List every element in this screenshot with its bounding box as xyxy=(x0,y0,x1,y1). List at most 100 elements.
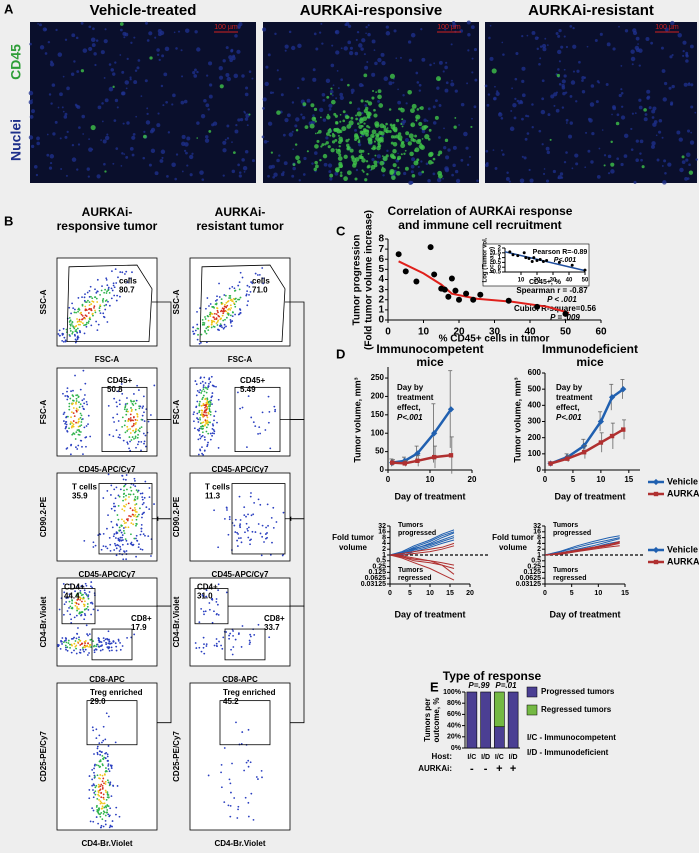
nucleus xyxy=(235,124,238,127)
event-dot xyxy=(79,591,82,594)
event-dot xyxy=(274,410,276,413)
nucleus xyxy=(543,168,546,170)
event-dot xyxy=(212,424,215,427)
event-dot xyxy=(263,541,265,543)
nucleus xyxy=(467,33,471,37)
nucleus xyxy=(104,98,109,103)
event-dot xyxy=(121,543,124,546)
event-dot xyxy=(236,545,239,547)
cd45-signal xyxy=(361,149,365,153)
nucleus xyxy=(695,158,698,161)
event-dot xyxy=(116,413,119,416)
event-dot xyxy=(124,505,126,508)
event-dot xyxy=(228,516,231,518)
event-dot xyxy=(108,646,111,649)
nucleus xyxy=(160,149,166,154)
event-dot xyxy=(251,282,254,285)
cd45-signal xyxy=(104,170,107,173)
event-dot xyxy=(143,442,145,445)
event-dot xyxy=(148,496,151,498)
nucleus xyxy=(343,46,348,51)
event-dot xyxy=(197,438,200,441)
event-dot xyxy=(106,755,109,758)
event-dot xyxy=(149,414,152,416)
nucleus xyxy=(688,163,691,167)
event-dot xyxy=(214,410,217,413)
event-dot xyxy=(119,548,122,551)
event-dot xyxy=(102,545,105,548)
event-dot xyxy=(230,648,232,651)
event-dot xyxy=(104,783,107,785)
event-dot xyxy=(136,415,139,418)
event-dot xyxy=(84,305,87,308)
cd45-signal xyxy=(610,140,613,144)
nucleus xyxy=(541,79,545,83)
event-dot xyxy=(230,307,233,309)
event-dot xyxy=(219,323,222,326)
event-dot xyxy=(122,527,125,529)
event-dot xyxy=(75,637,78,640)
event-dot xyxy=(249,290,252,293)
event-dot xyxy=(122,529,125,532)
event-dot xyxy=(86,605,89,608)
event-dot xyxy=(68,593,71,596)
nucleus xyxy=(682,49,685,53)
nucleus xyxy=(618,93,622,98)
cd45-signal xyxy=(435,76,441,82)
cd45-signal xyxy=(320,145,323,148)
event-dot xyxy=(231,653,234,656)
event-dot xyxy=(85,445,87,448)
event-dot xyxy=(238,288,241,291)
event-dot xyxy=(257,433,259,435)
cd45-signal xyxy=(549,138,552,141)
nucleus xyxy=(335,97,338,100)
cd45-signal xyxy=(428,128,432,132)
event-dot xyxy=(129,449,132,452)
event-dot xyxy=(72,412,75,415)
mouse-line xyxy=(389,554,455,581)
nucleus xyxy=(130,41,133,44)
event-dot xyxy=(235,300,238,303)
event-dot xyxy=(134,418,137,421)
cd45-signal xyxy=(426,125,429,128)
cd45-signal xyxy=(366,129,369,133)
nucleus xyxy=(126,121,130,125)
chart-text: regressed xyxy=(398,575,431,582)
nucleus xyxy=(63,115,68,119)
nucleus xyxy=(358,143,362,147)
nucleus xyxy=(540,109,546,115)
chart-text: effect, xyxy=(397,403,421,412)
legend-label: Vehicle xyxy=(667,476,698,486)
nucleus xyxy=(663,159,667,163)
nucleus xyxy=(652,122,657,127)
nucleus xyxy=(251,159,255,163)
event-dot xyxy=(96,329,99,332)
event-dot xyxy=(206,416,209,419)
event-dot xyxy=(64,644,67,647)
nucleus xyxy=(656,158,660,162)
event-dot xyxy=(75,401,77,404)
point xyxy=(390,460,395,465)
nucleus xyxy=(104,135,110,141)
event-dot xyxy=(213,318,216,320)
cd45-signal xyxy=(414,134,418,138)
point xyxy=(538,258,542,262)
nucleus xyxy=(76,168,79,171)
event-dot xyxy=(112,416,115,419)
event-dot xyxy=(96,643,99,646)
nucleus xyxy=(561,106,565,109)
nucleus xyxy=(598,147,601,150)
x-tick-label: 0 xyxy=(543,590,547,597)
event-dot xyxy=(70,416,72,419)
event-dot xyxy=(90,324,93,327)
event-dot xyxy=(125,503,128,506)
event-dot xyxy=(246,446,248,449)
chart-text: Correlation of AURKAi response xyxy=(388,204,573,218)
event-dot xyxy=(198,403,201,405)
cd45-signal xyxy=(372,89,375,93)
event-dot xyxy=(195,394,198,397)
event-dot xyxy=(65,416,67,419)
chart-text: Tumor progression xyxy=(352,235,363,326)
event-dot xyxy=(135,522,138,525)
cd45-signal xyxy=(208,130,212,133)
